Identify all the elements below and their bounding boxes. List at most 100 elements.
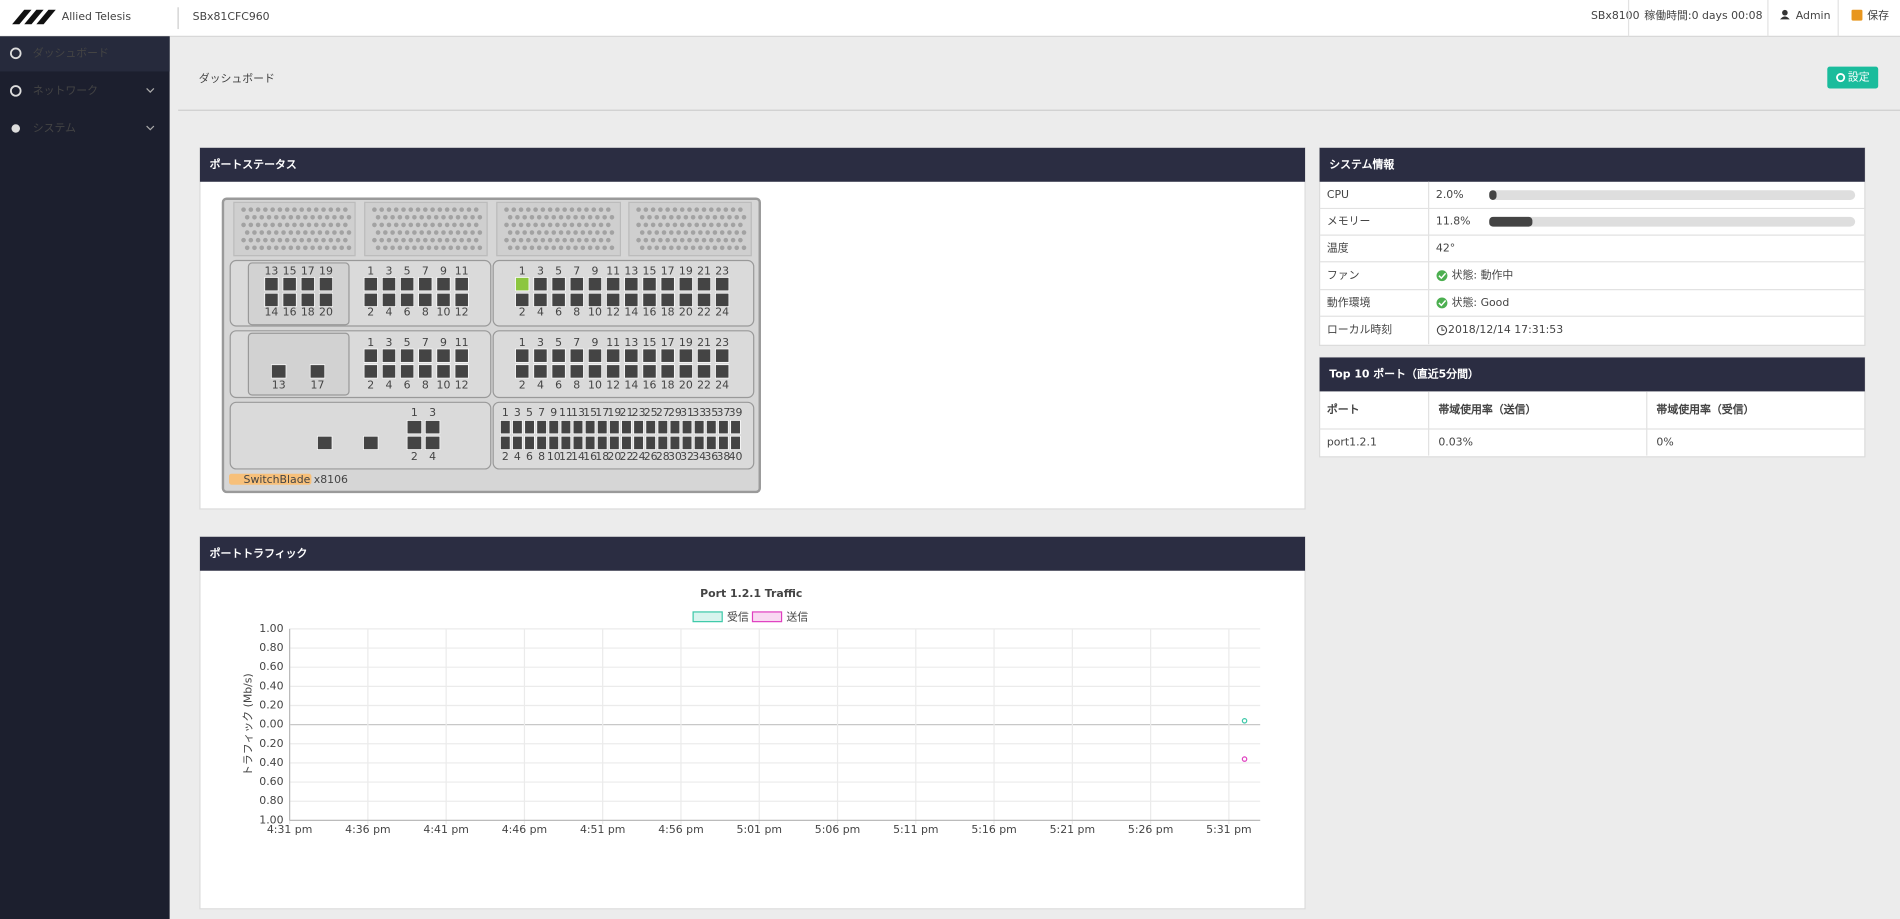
vent <box>339 214 345 220</box>
vent <box>687 237 692 243</box>
vent <box>332 245 337 251</box>
vent <box>647 214 652 220</box>
vent <box>701 237 707 243</box>
vent <box>386 222 392 228</box>
status-icon <box>1436 270 1448 282</box>
vent <box>602 214 607 220</box>
port-number: 5 <box>555 336 562 349</box>
port <box>660 364 675 379</box>
port-number: 24 <box>715 306 729 319</box>
port-number: 13 <box>571 406 585 419</box>
vent <box>555 207 560 212</box>
vent <box>580 245 586 251</box>
vent <box>437 207 443 212</box>
vent <box>727 214 732 220</box>
port-number: 1 <box>367 336 374 349</box>
info-label: 動作環境 <box>1327 295 1371 309</box>
vent <box>310 245 315 251</box>
port <box>381 364 396 379</box>
port-number: 32 <box>680 450 694 463</box>
port-number: 8 <box>538 450 545 463</box>
vent <box>672 207 678 212</box>
vent <box>540 237 546 243</box>
vent <box>723 222 729 228</box>
port <box>642 292 657 307</box>
vent <box>679 222 685 228</box>
vent <box>566 245 571 251</box>
vent <box>393 237 399 243</box>
nav-item[interactable]: ダッシュボード <box>33 45 109 59</box>
port-number: 6 <box>404 306 411 319</box>
vent <box>375 214 381 220</box>
vent <box>259 230 265 235</box>
vent <box>741 245 747 251</box>
port-number: 16 <box>583 450 597 463</box>
vent <box>654 245 660 251</box>
user-menu[interactable]: Admin <box>1796 9 1831 22</box>
port <box>551 364 566 379</box>
vent <box>522 245 527 251</box>
port-number: 13 <box>624 264 638 277</box>
top-bar <box>0 0 1900 37</box>
port-number: 7 <box>573 264 580 277</box>
port-number: 35 <box>704 406 718 419</box>
vent <box>379 207 384 212</box>
vent <box>544 245 549 251</box>
vent <box>412 245 417 251</box>
port-number: 1 <box>519 264 526 277</box>
port-number: 7 <box>573 336 580 349</box>
vent <box>241 207 246 212</box>
vent <box>708 237 714 243</box>
port-number: 11 <box>455 264 469 277</box>
nav-item[interactable]: システム <box>33 121 76 134</box>
vent <box>526 222 531 228</box>
save-button[interactable]: 保存 <box>1867 8 1889 22</box>
vent <box>544 214 549 220</box>
vent <box>263 237 268 243</box>
vent <box>299 207 305 212</box>
vent <box>393 207 399 212</box>
port <box>597 420 608 435</box>
vent <box>430 237 435 243</box>
port-number: 2 <box>411 450 418 463</box>
vent <box>332 214 337 220</box>
vent <box>288 230 294 235</box>
vent <box>404 245 410 251</box>
vent <box>317 245 323 251</box>
port <box>400 292 415 307</box>
network-icon <box>9 85 22 97</box>
vent <box>676 230 681 235</box>
port <box>536 420 547 435</box>
vent <box>694 222 700 228</box>
chassis-tag <box>229 473 312 485</box>
vent <box>470 230 475 235</box>
usage-track <box>1489 216 1856 227</box>
settings-button[interactable] <box>1827 66 1879 89</box>
vent <box>672 237 678 243</box>
vent <box>390 214 395 220</box>
vent <box>317 214 323 220</box>
vent <box>310 214 315 220</box>
vent <box>698 214 703 220</box>
vent <box>569 222 575 228</box>
vent <box>533 207 538 212</box>
vent <box>576 222 582 228</box>
panel-title: Top 10 ポート（直近5分間） <box>1329 366 1479 380</box>
port <box>678 364 693 379</box>
model: SBx8100 <box>1591 9 1640 22</box>
port-number: 1 <box>367 264 374 277</box>
port-number: 22 <box>697 306 711 319</box>
vent <box>426 230 432 235</box>
vent <box>551 230 557 235</box>
x-tick-label: 4:36 pm <box>345 823 390 836</box>
vent <box>636 237 641 243</box>
port <box>633 435 644 450</box>
port <box>318 292 333 307</box>
nav-item[interactable]: ネットワーク <box>33 84 98 97</box>
port <box>536 435 547 450</box>
port-number: 4 <box>385 306 392 319</box>
port <box>706 435 717 450</box>
port-number: 4 <box>537 378 544 391</box>
vent <box>605 222 611 228</box>
vent <box>650 207 656 212</box>
